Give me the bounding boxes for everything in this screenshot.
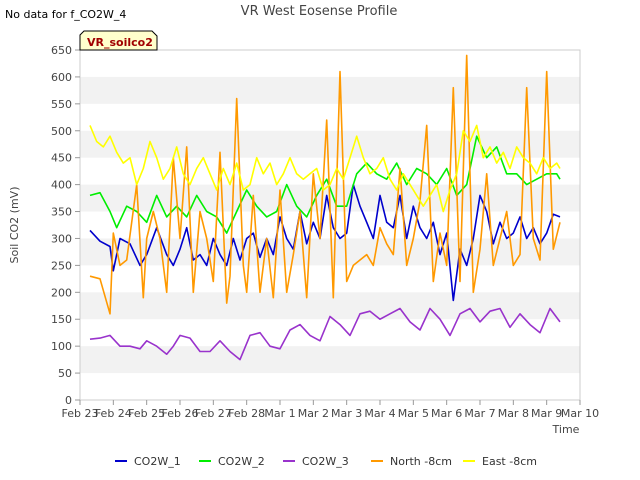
y-tick-label: 250 — [51, 259, 72, 272]
grid-band — [80, 238, 580, 266]
badge: VR_soilco2 — [79, 30, 158, 51]
legend: CO2W_1 CO2W_2 CO2W_3 North -8cm East -8cm — [115, 455, 537, 468]
grid-band — [80, 76, 580, 104]
x-tick-label: Mar 9 — [531, 407, 562, 420]
grid-band — [80, 130, 580, 158]
y-tick-label: 300 — [51, 232, 72, 245]
grid-band — [80, 346, 580, 374]
y-tick-label: 650 — [51, 44, 72, 57]
y-tick-label: 450 — [51, 152, 72, 165]
series-line-co2w-2 — [89, 135, 561, 234]
legend-label: East -8cm — [482, 455, 537, 468]
x-tick-label: Feb 28 — [228, 407, 265, 420]
x-tick-label: Mar 7 — [464, 407, 495, 420]
x-tick-label: Mar 8 — [498, 407, 529, 420]
x-tick-label: Feb 25 — [128, 407, 165, 420]
y-tick-label: 550 — [51, 98, 72, 111]
badge-label: VR_soilco2 — [87, 36, 153, 49]
y-tick-label: 200 — [51, 286, 72, 299]
x-tick-label: Feb 26 — [162, 407, 199, 420]
chart-title: VR West Eosense Profile — [241, 4, 398, 19]
x-tick-label: Feb 23 — [62, 407, 99, 420]
badge-box — [79, 30, 158, 51]
x-tick-label: Mar 2 — [298, 407, 329, 420]
y-axis-label: Soil CO2 (mV) — [8, 187, 21, 264]
y-tick-label: 500 — [51, 125, 72, 138]
y-tick-label: 150 — [51, 313, 72, 326]
x-tick-label: Mar 10 — [561, 407, 599, 420]
y-tick-label: 50 — [58, 367, 72, 380]
x-tick-label: Mar 6 — [431, 407, 462, 420]
no-data-note: No data for f_CO2W_4 — [5, 8, 126, 21]
series-lines — [89, 54, 561, 361]
y-tick-label: 400 — [51, 179, 72, 192]
x-tick-label: Feb 27 — [195, 407, 232, 420]
x-axis-label: Time — [552, 423, 580, 436]
y-axis: 0 50 100 150 200 250 300 350 400 450 500 550 600 650 — [51, 44, 80, 407]
y-tick-label: 600 — [51, 71, 72, 84]
x-tick-label: Mar 3 — [331, 407, 362, 420]
plot-frame — [79, 49, 581, 401]
grid-band — [80, 292, 580, 320]
legend-label: North -8cm — [390, 455, 452, 468]
legend-label: CO2W_3 — [302, 455, 349, 468]
x-tick-label: Mar 5 — [398, 407, 429, 420]
series-line-north-8cm — [89, 54, 561, 315]
series-line-east-8cm — [89, 124, 561, 213]
x-tick-label: Feb 24 — [95, 407, 132, 420]
y-tick-label: 100 — [51, 340, 72, 353]
x-tick-label: Mar 4 — [364, 407, 395, 420]
series-line-co2w-3 — [89, 307, 561, 361]
y-tick-label: 350 — [51, 206, 72, 219]
x-tick-label: Mar 1 — [264, 407, 295, 420]
y-tick-label: 0 — [65, 394, 72, 407]
legend-label: CO2W_2 — [218, 455, 265, 468]
legend-label: CO2W_1 — [134, 455, 181, 468]
